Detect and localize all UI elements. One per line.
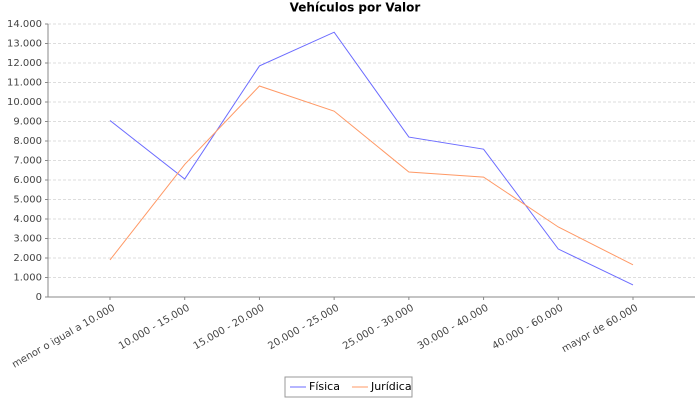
y-tick-label: 13.000 — [7, 39, 42, 50]
y-tick-label: 10.000 — [7, 97, 42, 108]
x-tick-label: mayor de 60.000 — [560, 303, 640, 355]
x-tick-label: 25.000 - 30.000 — [341, 303, 416, 353]
legend-label: Física — [309, 380, 340, 393]
y-tick-label: 11.000 — [7, 78, 42, 89]
y-tick-label: 0 — [36, 292, 42, 303]
y-tick-label: 9.000 — [13, 117, 42, 128]
x-tick-label: 10.000 - 15.000 — [117, 303, 192, 353]
y-tick-label: 6.000 — [13, 175, 42, 186]
x-tick-label: 20.000 - 25.000 — [266, 303, 341, 353]
legend: Física Jurídica — [284, 376, 413, 398]
legend-box — [284, 376, 413, 398]
x-tick-label: 15.000 - 20.000 — [192, 303, 267, 353]
y-tick-label: 1.000 — [13, 273, 42, 284]
legend-label: Jurídica — [370, 380, 412, 393]
series-line — [109, 31, 634, 286]
x-tick-label: 30.000 - 40.000 — [416, 303, 491, 353]
x-tick-label: 40.000 - 60.000 — [491, 303, 566, 353]
y-tick-label: 5.000 — [13, 195, 42, 206]
y-tick-label: 8.000 — [13, 136, 42, 147]
y-tick-label: 3.000 — [13, 234, 42, 245]
y-tick-label: 7.000 — [13, 156, 42, 167]
series-line — [109, 85, 634, 266]
y-tick-label: 12.000 — [7, 58, 42, 69]
x-tick-label: menor o igual a 10.000 — [10, 303, 117, 371]
chart-title: Vehículos por Valor — [290, 1, 421, 15]
y-tick-label: 2.000 — [13, 253, 42, 264]
y-tick-label: 14.000 — [7, 19, 42, 30]
y-tick-label: 4.000 — [13, 214, 42, 225]
